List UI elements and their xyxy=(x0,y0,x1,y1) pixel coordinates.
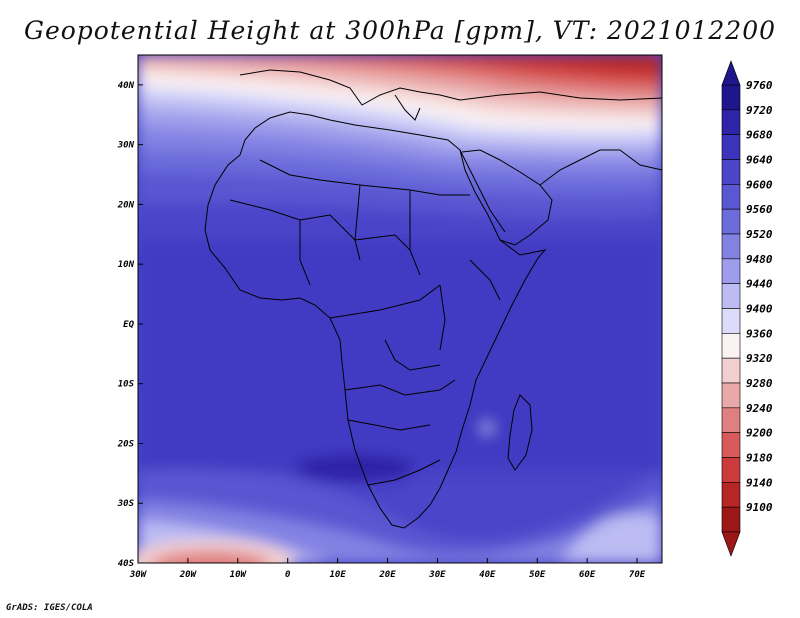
plot-frame xyxy=(137,54,663,564)
lat-tick-label: 20S xyxy=(117,439,135,449)
lat-tick-label: 40N xyxy=(118,81,135,91)
colorbar-label: 9720 xyxy=(746,104,773,117)
coastlines xyxy=(204,69,662,529)
colorbar-swatch xyxy=(721,432,741,458)
colorbar-swatch xyxy=(721,233,741,260)
lon-tick-label: 30E xyxy=(428,570,446,580)
lon-tick-label: 60E xyxy=(579,570,596,580)
lat-tick-label: 20N xyxy=(117,200,135,210)
height-field xyxy=(138,55,662,563)
colorbar-swatch xyxy=(721,283,741,309)
lat-tick-label: 30N xyxy=(117,141,135,151)
colorbar-label: 9140 xyxy=(746,476,773,489)
colorbar-swatch xyxy=(721,407,741,433)
colorbar-swatch xyxy=(721,482,741,508)
colorbar-swatch xyxy=(721,333,741,359)
colorbar-label: 9680 xyxy=(746,129,773,142)
colorbar-label: 9100 xyxy=(746,501,773,514)
colorbar-label: 9180 xyxy=(746,452,773,465)
lon-tick-label: 50E xyxy=(529,570,546,580)
colorbar-swatch xyxy=(721,184,741,210)
lon-tick-label: 20E xyxy=(378,570,396,580)
lat-tick-label: 10N xyxy=(118,260,135,270)
colorbar-top-arrow xyxy=(721,60,741,86)
colorbar-swatch xyxy=(721,159,741,185)
colorbar-swatch xyxy=(721,84,741,111)
lon-tick-label: 40E xyxy=(479,570,496,580)
colorbar-swatch xyxy=(721,357,741,384)
colorbar-label: 9320 xyxy=(746,352,773,365)
colorbar-swatch xyxy=(721,308,741,334)
colorbar-bottom-arrow xyxy=(721,531,741,557)
colorbar-swatch xyxy=(721,457,741,483)
lat-tick-label: EQ xyxy=(123,320,134,330)
colorbar-label: 9760 xyxy=(746,79,773,92)
lat-tick-label: 40S xyxy=(118,559,135,569)
colorbar-swatch xyxy=(721,208,741,235)
colorbar-label: 9360 xyxy=(746,327,773,340)
colorbar-label: 9600 xyxy=(746,178,773,191)
colorbar-label: 9280 xyxy=(746,377,773,390)
colorbar-swatch xyxy=(721,506,741,533)
colorbar-label: 9480 xyxy=(746,253,773,266)
colorbar-swatch xyxy=(721,134,741,160)
lon-tick-label: 30W xyxy=(129,570,148,580)
colorbar: 9760 9720 9680 9640 9600 9560 9520 9480 9440 9400… xyxy=(721,60,773,557)
latitude-axis: 40N 30N 20N 10N EQ 10S 20S 30S 40S xyxy=(117,81,143,569)
colorbar-swatch xyxy=(721,258,741,284)
colorbar-label: 9200 xyxy=(746,427,773,440)
lon-tick-label: 0 xyxy=(285,570,291,580)
longitude-axis: 30W 20W 10W 0 10E 20E 30E 40E 50E 60E 70E xyxy=(129,558,646,580)
colorbar-label: 9640 xyxy=(746,154,773,167)
map-title: Geopotential Height at 300hPa [gpm], VT:… xyxy=(23,16,777,45)
lat-tick-label: 30S xyxy=(117,499,135,509)
colorbar-swatch xyxy=(721,382,741,409)
grads-credit: GrADS: IGES/COLA xyxy=(6,603,93,613)
colorbar-label: 9520 xyxy=(746,228,773,241)
colorbar-label: 9560 xyxy=(746,203,773,216)
lon-tick-label: 20W xyxy=(179,570,198,580)
colorbar-swatch xyxy=(721,109,741,135)
lat-tick-label: 10S xyxy=(118,380,135,390)
colorbar-label: 9440 xyxy=(746,278,773,291)
colorbar-label: 9400 xyxy=(746,303,773,316)
lon-tick-label: 10W xyxy=(230,570,248,580)
lon-tick-label: 10E xyxy=(329,570,346,580)
lon-tick-label: 70E xyxy=(629,570,646,580)
colorbar-label: 9240 xyxy=(746,402,773,415)
